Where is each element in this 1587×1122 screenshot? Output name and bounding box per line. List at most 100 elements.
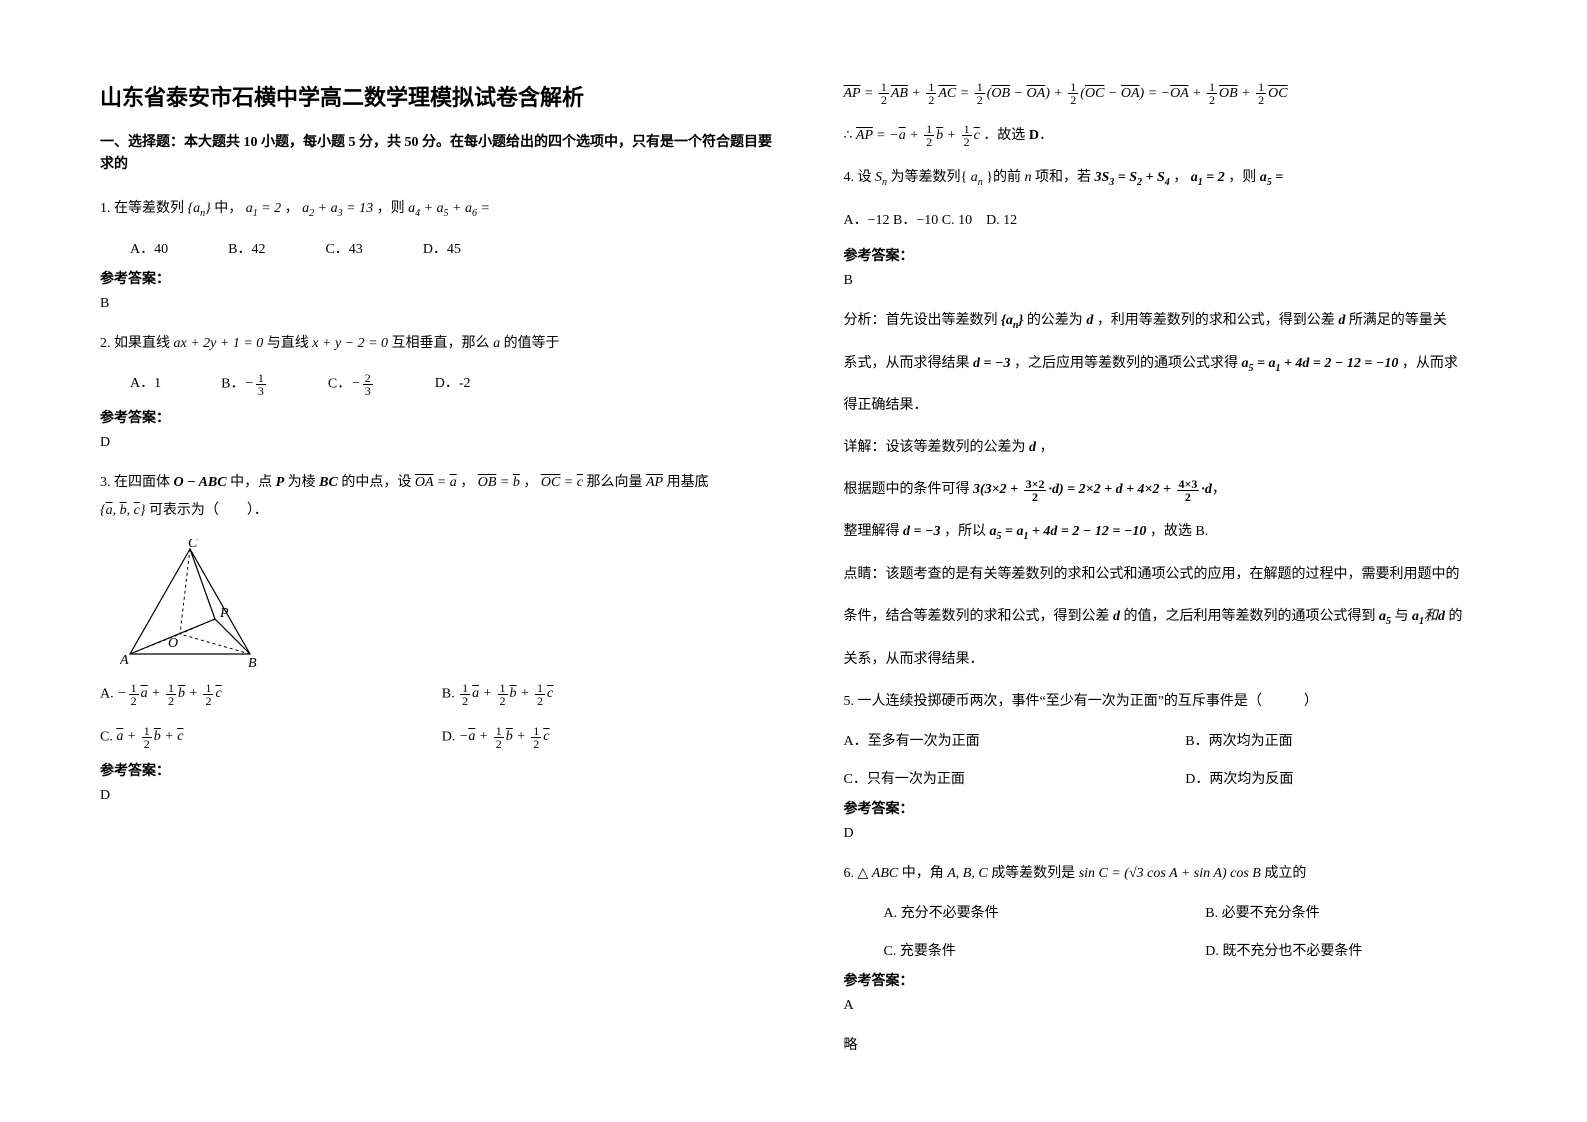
- q1-text-b: 中，: [214, 201, 242, 216]
- q3-opt-b: B. 12a + 12b + 12c: [442, 682, 784, 707]
- svg-text:A: A: [120, 653, 129, 668]
- q4-a: 4. 设: [844, 170, 872, 185]
- q4-exp-2: 系式，从而求得结果 d = −3 ，之后应用等差数列的通项公式求得 a5 = a…: [844, 350, 1528, 379]
- question-6: 6. △ ABC 中，角 A, B, C 成等差数列是 sin C = (√3 …: [844, 860, 1528, 888]
- q2-opt-c: C．−23: [328, 372, 375, 397]
- q1-eq2: a2 + a3 = 13: [302, 201, 373, 216]
- q3-sol-end: ．故选: [983, 128, 1025, 143]
- q4-exp-8: 条件，结合等差数列的求和公式，得到公差 d 的值，之后利用等差数列的通项公式得到…: [844, 603, 1528, 632]
- q3-opt-c: C. a + 12b + c: [100, 725, 442, 750]
- q3-answer: D: [100, 788, 784, 804]
- q3-solution-line1: AP = 12AB + 12AC = 12(OB − OA) + 12(OC −…: [844, 80, 1528, 108]
- q3-solution-line2: ∴ AP = −a + 12b + 12c ．故选 D．: [844, 122, 1528, 150]
- q1-answer: B: [100, 296, 784, 312]
- q3-i: 可表示为（ ）．: [149, 503, 268, 518]
- q2-line2: x + y − 2 = 0: [312, 336, 388, 351]
- q1-opt-a: A．40: [130, 238, 168, 258]
- q3-c: 为棱: [288, 475, 316, 490]
- q5-options: A．至多有一次为正面 B．两次均为正面 C．只有一次为正面 D．两次均为反面: [844, 730, 1528, 788]
- q3-a: 3. 在四面体: [100, 475, 170, 490]
- q4-ans-label: 参考答案：: [844, 245, 1528, 265]
- q6-opt-b: B. 必要不充分条件: [1205, 902, 1527, 922]
- q4-c: }的前: [986, 170, 1021, 185]
- q3-d: 的中点，设: [341, 475, 411, 490]
- q5-opt-b: B．两次均为正面: [1185, 730, 1527, 750]
- q6-opt-a: A. 充分不必要条件: [884, 902, 1206, 922]
- q4-answer: B: [844, 273, 1528, 289]
- q5-opt-c: C．只有一次为正面: [844, 768, 1186, 788]
- q1-text-c: ，: [285, 201, 299, 216]
- q3-b: 中，点: [230, 475, 272, 490]
- q2-opt-b: B．−13: [221, 372, 268, 397]
- right-column: AP = 12AB + 12AC = 12(OB − OA) + 12(OC −…: [844, 80, 1528, 1074]
- q2-text-c: 互相垂直，那么: [392, 336, 490, 351]
- q6-ans-label: 参考答案：: [844, 970, 1528, 990]
- q3-ob: OB = b: [478, 475, 520, 490]
- q3-options: A. −12a + 12b + 12c B. 12a + 12b + 12c C…: [100, 682, 784, 750]
- q3-opt-d: D. −a + 12b + 12c: [442, 725, 784, 750]
- q6-opt-c: C. 充要条件: [884, 940, 1206, 960]
- q4-e: ，: [1173, 170, 1187, 185]
- svg-text:C: C: [188, 539, 198, 551]
- q1-opt-c: C．43: [325, 238, 362, 258]
- q3-sol-end-d: D: [1029, 128, 1039, 143]
- q1-opt-b: B．42: [228, 238, 265, 258]
- q4-exp-4: 详解：设该等差数列的公差为 d ，: [844, 434, 1528, 462]
- q3-bc: BC: [319, 475, 338, 490]
- q3-ap: AP: [646, 475, 663, 490]
- q2-options: A．1 B．−13 C．−23 D．-2: [130, 372, 784, 397]
- q4-exp-5: 根据题中的条件可得 3(3×2 + 3×22·d) = 2×2 + d + 4×…: [844, 476, 1528, 504]
- q3-opt-a: A. −12a + 12b + 12c: [100, 682, 442, 707]
- q3-oa: OA = a: [415, 475, 457, 490]
- q1-text-a: 1. 在等差数列: [100, 201, 184, 216]
- q2-answer: D: [100, 435, 784, 451]
- q4-options: A．−12 B．−10 C. 10 D. 12: [844, 207, 1528, 235]
- question-4: 4. 设 Sn 为等差数列{ an }的前 n 项和，若 3S3 = S2 + …: [844, 164, 1528, 193]
- q6-extra: 略: [844, 1032, 1528, 1060]
- q3-ans-label: 参考答案：: [100, 760, 784, 780]
- q3-oabc: O − ABC: [174, 475, 227, 490]
- q3-oc: OC = c: [541, 475, 583, 490]
- q4-exp-7: 点睛：该题考查的是有关等差数列的求和公式和通项公式的应用，在解题的过程中，需要利…: [844, 561, 1528, 589]
- q2-ans-label: 参考答案：: [100, 407, 784, 427]
- q2-text-d: 的值等于: [504, 336, 560, 351]
- q1-eq3: a4 + a5 + a6 =: [408, 201, 490, 216]
- q1-text-d: ，则: [377, 201, 405, 216]
- q1-eq1: a1 = 2: [246, 201, 281, 216]
- q2-line1: ax + 2y + 1 = 0: [174, 336, 264, 351]
- svg-text:B: B: [248, 656, 257, 669]
- q6-options: A. 充分不必要条件 B. 必要不充分条件 C. 充要条件 D. 既不充分也不必…: [884, 902, 1528, 960]
- q2-text-a: 2. 如果直线: [100, 336, 170, 351]
- q2-opt-d: D．-2: [435, 372, 471, 397]
- q5-opt-d: D．两次均为反面: [1185, 768, 1527, 788]
- q5-ans-label: 参考答案：: [844, 798, 1528, 818]
- q4-exp-1: 分析：首先设出等差数列 {an} 的公差为 d ，利用等差数列的求和公式，得到公…: [844, 307, 1528, 336]
- q4-exp-9: 关系，从而求得结果．: [844, 646, 1528, 674]
- q1-ans-label: 参考答案：: [100, 268, 784, 288]
- q1-opt-d: D．45: [423, 238, 461, 258]
- q4-exp-3: 得正确结果．: [844, 392, 1528, 420]
- q5-opt-a: A．至多有一次为正面: [844, 730, 1186, 750]
- question-1: 1. 在等差数列 {an} 中， a1 = 2 ， a2 + a3 = 13 ，…: [100, 195, 784, 224]
- q6-opt-d: D. 既不充分也不必要条件: [1205, 940, 1527, 960]
- svg-text:O: O: [168, 636, 178, 651]
- section-intro: 一、选择题：本大题共 10 小题，每小题 5 分，共 50 分。在每小题给出的四…: [100, 132, 784, 177]
- left-column: 山东省泰安市石横中学高二数学理模拟试卷含解析 一、选择题：本大题共 10 小题，…: [100, 80, 784, 1074]
- tetrahedron-diagram: C A B P O: [120, 539, 784, 674]
- q4-b: 为等差数列{: [891, 170, 968, 185]
- q3-e: ，: [460, 475, 474, 490]
- q3-h: 用基底: [667, 475, 709, 490]
- q4-exp-6: 整理解得 d = −3 ，所以 a5 = a1 + 4d = 2 − 12 = …: [844, 518, 1528, 547]
- question-2: 2. 如果直线 ax + 2y + 1 = 0 与直线 x + y − 2 = …: [100, 330, 784, 358]
- q2-opt-a: A．1: [130, 372, 161, 397]
- q1-options: A．40 B．42 C．43 D．45: [130, 238, 784, 258]
- doc-title: 山东省泰安市石横中学高二数学理模拟试卷含解析: [100, 80, 784, 112]
- q4-f: ，则: [1228, 170, 1256, 185]
- question-5: 5. 一人连续投掷硬币两次，事件“至少有一次为正面”的互斥事件是（ ）: [844, 688, 1528, 716]
- q3-p: P: [276, 475, 285, 490]
- q2-text-b: 与直线: [267, 336, 309, 351]
- page-root: 山东省泰安市石横中学高二数学理模拟试卷含解析 一、选择题：本大题共 10 小题，…: [0, 0, 1587, 1114]
- q5-answer: D: [844, 826, 1528, 842]
- q2-a: a: [493, 336, 500, 351]
- question-3: 3. 在四面体 O − ABC 中，点 P 为棱 BC 的中点，设 OA = a…: [100, 469, 784, 525]
